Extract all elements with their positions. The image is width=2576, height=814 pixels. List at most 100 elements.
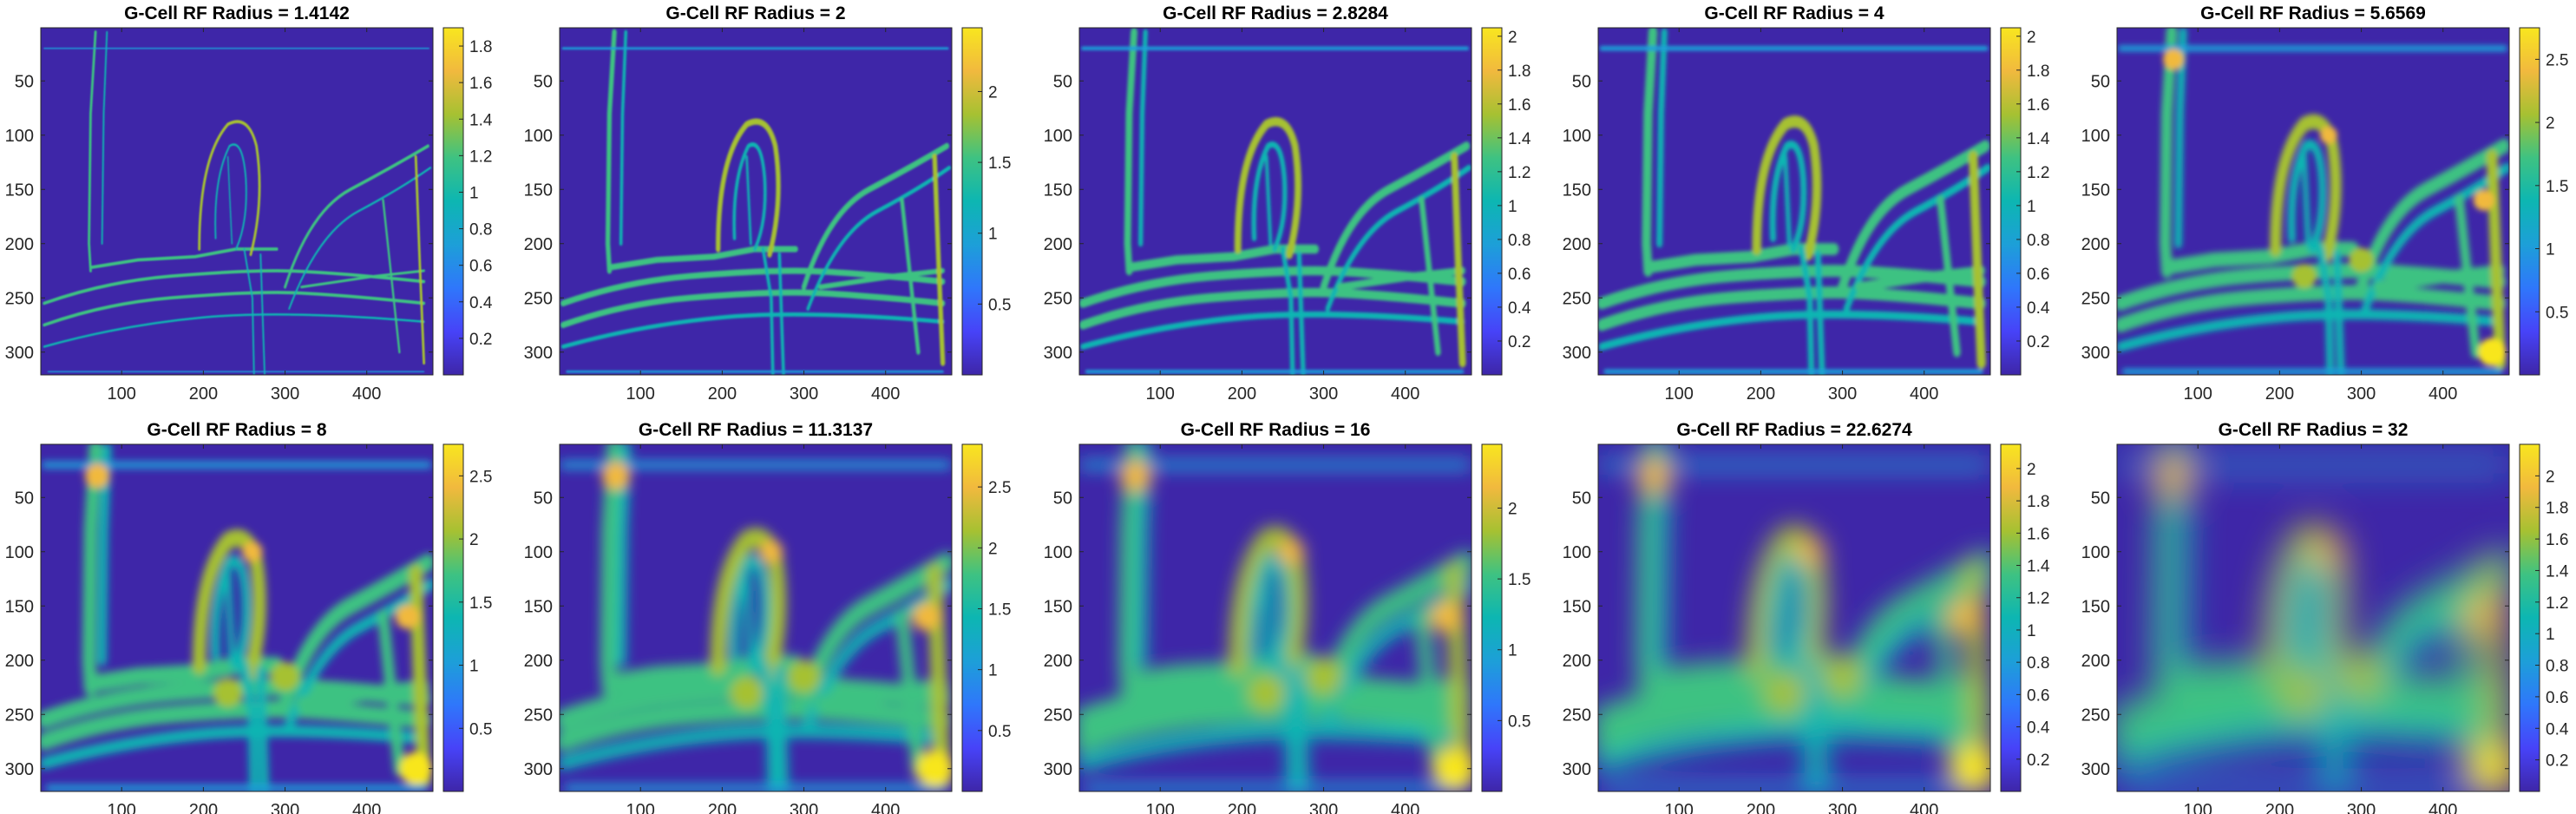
x-tick-label: 300 (1309, 384, 1338, 404)
y-tick-label: 50 (15, 72, 34, 91)
x-tick-label: 200 (708, 384, 737, 404)
y-tick-label: 200 (2081, 235, 2110, 254)
intensity-hotspot (2291, 264, 2317, 289)
intensity-hotspot (2478, 338, 2507, 366)
intensity-hotspot (1636, 457, 1673, 494)
edge-contour (1320, 141, 1471, 292)
y-tick-label: 300 (2081, 344, 2110, 363)
y-tick-label: 300 (1563, 760, 1591, 779)
colorbar-tick-label: 0.4 (1508, 299, 1531, 318)
axes-box (2116, 27, 2510, 376)
edge-contour (2332, 249, 2345, 375)
intensity-hotspot (1248, 673, 1285, 712)
edge-contour (932, 154, 946, 366)
colorbar-tick-label: 1.4 (469, 111, 493, 129)
y-tick-label: 250 (1563, 289, 1591, 308)
x-tick-label: 100 (1665, 384, 1694, 404)
edge-contour (89, 247, 279, 270)
colorbar-tick-label: 0.6 (469, 258, 492, 276)
heatmap-panel: G-Cell RF Radius = 2.8284 100 200 300 400 50 1… (1044, 3, 1531, 404)
y-tick-label: 100 (524, 127, 553, 146)
edge-contour (2284, 551, 2330, 676)
edge-contour (560, 289, 946, 329)
y-tick-label: 300 (524, 344, 553, 363)
y-tick-label: 200 (1563, 235, 1591, 254)
heatmap-image (41, 28, 433, 375)
heatmap-panel: G-Cell RF Radius = 8 100 200 300 400 50 100 150… (5, 420, 493, 814)
edge-contour (2298, 566, 2314, 668)
edge-contour (295, 679, 430, 712)
colorbar-tick-label: 2 (988, 83, 998, 102)
colorbar-tick-label: 1 (469, 184, 479, 202)
y-tick-label: 200 (1044, 652, 1072, 671)
edge-contour (210, 555, 251, 672)
x-tick-label: 100 (108, 384, 136, 404)
y-tick-label: 200 (5, 652, 34, 671)
x-tick-label: 400 (352, 801, 381, 814)
edge-contour (101, 30, 108, 245)
x-tick-label: 200 (708, 801, 737, 814)
colorbar-tick-label: 0.5 (469, 720, 492, 739)
heatmap-background (41, 28, 433, 375)
x-tick-label: 400 (2429, 384, 2457, 404)
colorbar-tick-label: 2 (2546, 468, 2555, 486)
edge-contour (243, 247, 255, 375)
y-tick-label: 100 (1044, 543, 1072, 562)
edge-contour (43, 291, 426, 327)
y-tick-label: 50 (15, 489, 34, 508)
x-tick-label: 300 (790, 384, 818, 404)
intensity-hotspot (2281, 670, 2327, 716)
y-tick-label: 250 (2081, 289, 2110, 308)
colorbar-tick-label: 1 (988, 662, 998, 680)
colorbar-tick-label: 0.8 (469, 221, 492, 240)
y-tick-label: 250 (5, 706, 34, 725)
edge-contour (2455, 194, 2481, 358)
colorbar-tick-label: 1.4 (2546, 562, 2569, 581)
colorbar-tick-label: 2 (2027, 461, 2036, 479)
x-tick-label: 400 (352, 384, 381, 404)
edge-contour (1931, 605, 1966, 780)
edge-contour (1137, 29, 1148, 247)
y-tick-label: 300 (524, 760, 553, 779)
colorbar-tick-label: 1.8 (469, 38, 492, 56)
colorbar-tick-label: 0.6 (2546, 689, 2568, 707)
panel-title: G-Cell RF Radius = 16 (1181, 420, 1371, 440)
edge-contour (41, 699, 431, 751)
edge-contour (1968, 150, 1986, 370)
edge-contour (818, 268, 945, 290)
heatmap-image (41, 444, 433, 791)
colorbar-tick-label: 0.5 (988, 296, 1011, 314)
colorbar-tick-label: 0.4 (2546, 720, 2569, 739)
colorbar-tick-label: 2 (469, 531, 479, 549)
y-tick-label: 50 (2091, 489, 2110, 508)
y-tick-label: 150 (5, 597, 34, 616)
colorbar-tick-label: 1.2 (1508, 164, 1531, 182)
edge-contour (2449, 604, 2486, 781)
edge-contour (1747, 524, 1827, 685)
edge-contour (285, 578, 433, 732)
y-tick-label: 50 (1053, 489, 1072, 508)
edge-contour (1656, 28, 1668, 248)
x-tick-label: 400 (871, 384, 900, 404)
y-tick-label: 150 (2081, 597, 2110, 616)
edge-contour (1314, 550, 1472, 716)
intensity-hotspot (271, 662, 300, 691)
colorbar-tick-label: 2 (2546, 115, 2555, 133)
heatmap-panel: G-Cell RF Radius = 22.6274 100 200 300 400 50… (1563, 420, 2050, 814)
colorbar-tick-label: 2.5 (988, 479, 1011, 497)
y-tick-label: 100 (524, 543, 553, 562)
y-tick-label: 200 (1563, 652, 1591, 671)
edge-contour (1251, 141, 1288, 253)
edge-contour (2301, 153, 2311, 248)
edge-contour (1280, 246, 1295, 375)
y-tick-label: 100 (2081, 127, 2110, 146)
edge-contour (796, 552, 952, 714)
edge-contour (43, 313, 425, 348)
colorbar-tick-label: 1.8 (2546, 500, 2568, 518)
panel-title: G-Cell RF Radius = 32 (2219, 420, 2409, 440)
colorbar-tick-label: 1 (2027, 198, 2036, 216)
intensity-hotspot (1430, 601, 1463, 633)
colorbar-tick-label: 2 (2027, 29, 2036, 47)
x-tick-label: 400 (1910, 384, 1938, 404)
edge-contour (743, 568, 755, 666)
